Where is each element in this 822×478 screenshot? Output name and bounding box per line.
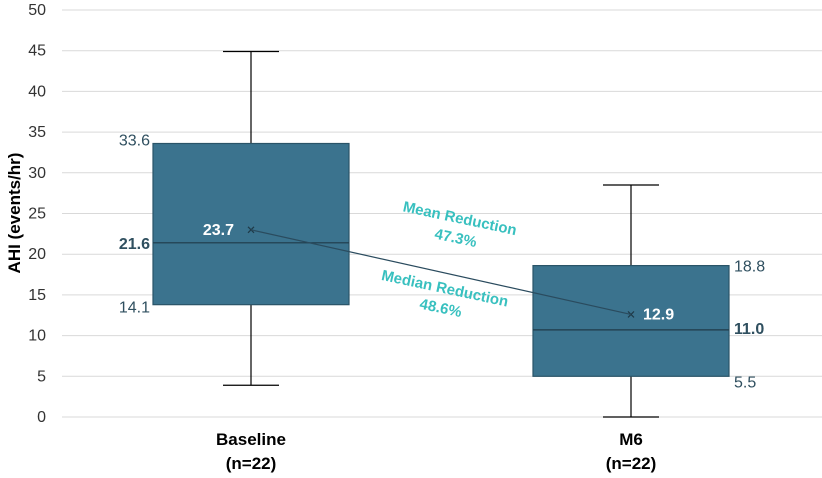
iqr-box-baseline xyxy=(152,142,350,306)
median-label-baseline: 21.6 xyxy=(119,236,150,253)
mean-reduction-annotation: Mean Reduction 47.3% xyxy=(401,198,518,251)
median-label-m6: 11.0 xyxy=(734,321,764,338)
x-category-label-m6: M6 xyxy=(619,430,643,449)
y-tick-label-45: 45 xyxy=(28,43,46,60)
median-reduction-annotation: Median Reduction 48.6% xyxy=(380,267,510,321)
q1-label-baseline: 14.1 xyxy=(119,300,150,317)
y-tick-label-35: 35 xyxy=(28,124,46,141)
y-tick-label-15: 15 xyxy=(28,287,46,304)
q3-label-baseline: 33.6 xyxy=(119,132,150,149)
box-m6 xyxy=(532,184,730,418)
iqr-box-m6 xyxy=(532,264,730,377)
y-tick-label-20: 20 xyxy=(28,246,46,263)
y-tick-label-0: 0 xyxy=(37,409,46,426)
x-category-n-m6: (n=22) xyxy=(606,454,657,473)
mean-label-m6: 12.9 xyxy=(643,306,674,323)
x-axis-categories: Baseline (n=22) M6 (n=22) xyxy=(216,430,656,473)
y-tick-label-40: 40 xyxy=(28,83,46,100)
x-category-label-baseline: Baseline xyxy=(216,430,286,449)
mean-connector-line xyxy=(250,229,632,316)
y-tick-label-25: 25 xyxy=(28,206,46,223)
y-tick-label-5: 5 xyxy=(37,368,46,385)
q3-label-m6: 18.8 xyxy=(734,259,765,276)
y-axis-ticks: 0 5 10 15 20 25 30 35 40 45 50 xyxy=(28,2,46,426)
x-category-n-baseline: (n=22) xyxy=(226,454,277,473)
y-axis-label: AHI (events/hr) xyxy=(5,153,24,274)
y-tick-label-50: 50 xyxy=(28,2,46,19)
box-value-labels: 33.6 21.6 14.1 23.7 18.8 11.0 5.5 12.9 xyxy=(119,132,765,391)
mean-label-baseline: 23.7 xyxy=(203,222,234,239)
boxes xyxy=(152,50,730,418)
y-tick-label-30: 30 xyxy=(28,165,46,182)
box-baseline xyxy=(152,50,350,386)
q1-label-m6: 5.5 xyxy=(734,374,756,391)
y-tick-label-10: 10 xyxy=(28,328,46,345)
